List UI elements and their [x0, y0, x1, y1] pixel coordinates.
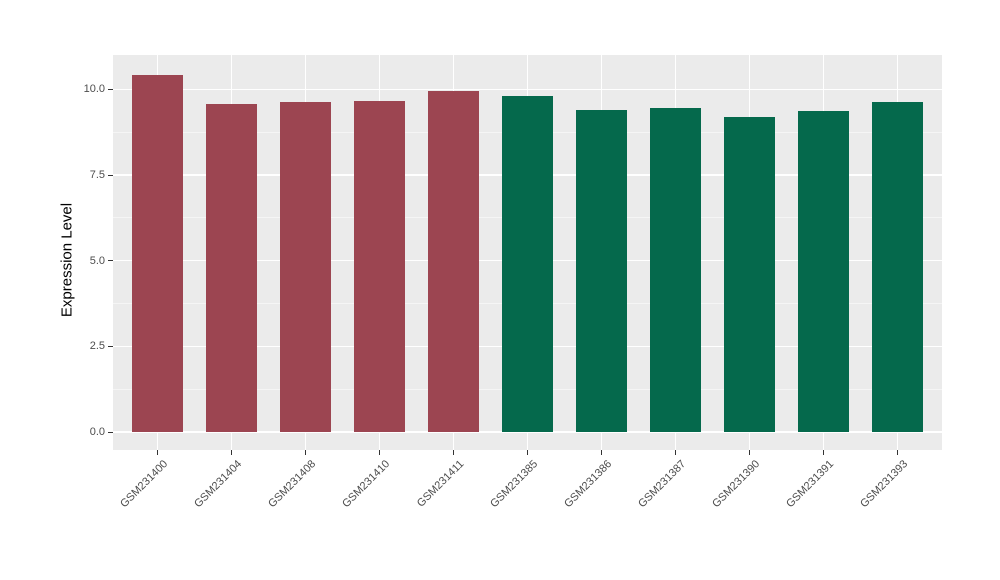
y-tick-label: 7.5 [89, 169, 105, 181]
bar [575, 109, 628, 433]
bar [279, 101, 332, 433]
x-tick-label: GSM231390 [709, 458, 763, 511]
x-tick-label: GSM231393 [857, 458, 911, 511]
bar [205, 103, 258, 433]
x-tick-mark [601, 450, 603, 455]
bar [723, 117, 776, 433]
y-tick-mark [108, 345, 113, 347]
y-tick-mark [108, 260, 113, 262]
x-tick-mark [527, 450, 528, 455]
x-tick-label: GSM231391 [783, 458, 837, 511]
y-tick-label: 10.0 [83, 83, 105, 96]
bar [797, 110, 850, 433]
y-tick-label: 5.0 [89, 254, 105, 267]
x-tick-label: GSM231400 [117, 458, 170, 511]
bar [353, 101, 406, 433]
x-tick-mark [823, 450, 825, 455]
bar [501, 96, 554, 433]
x-tick-mark [230, 450, 232, 455]
x-tick-mark [156, 450, 158, 455]
x-tick-mark [378, 450, 380, 455]
bar [871, 102, 924, 433]
x-tick-mark [675, 450, 677, 455]
x-tick-label: GSM231408 [265, 458, 318, 511]
bar [649, 107, 702, 433]
y-tick-label: 2.5 [89, 340, 105, 353]
x-tick-label: GSM231411 [414, 458, 466, 510]
y-tick-mark [108, 88, 113, 90]
x-tick-mark [897, 450, 899, 455]
x-tick-mark [749, 450, 751, 455]
y-tick-label: 0.0 [89, 426, 105, 439]
y-tick-mark [108, 174, 113, 176]
x-tick-label: GSM231386 [561, 458, 615, 511]
x-tick-label: GSM231404 [191, 458, 244, 511]
x-tick-label: GSM231410 [339, 458, 392, 511]
y-tick-mark [108, 431, 113, 433]
bar [131, 74, 184, 433]
bar [427, 91, 480, 433]
x-tick-label: GSM231387 [635, 458, 689, 511]
x-tick-label: GSM231385 [487, 458, 540, 511]
x-tick-mark [304, 450, 306, 455]
x-tick-mark [452, 450, 454, 455]
plot-panel [113, 55, 942, 450]
